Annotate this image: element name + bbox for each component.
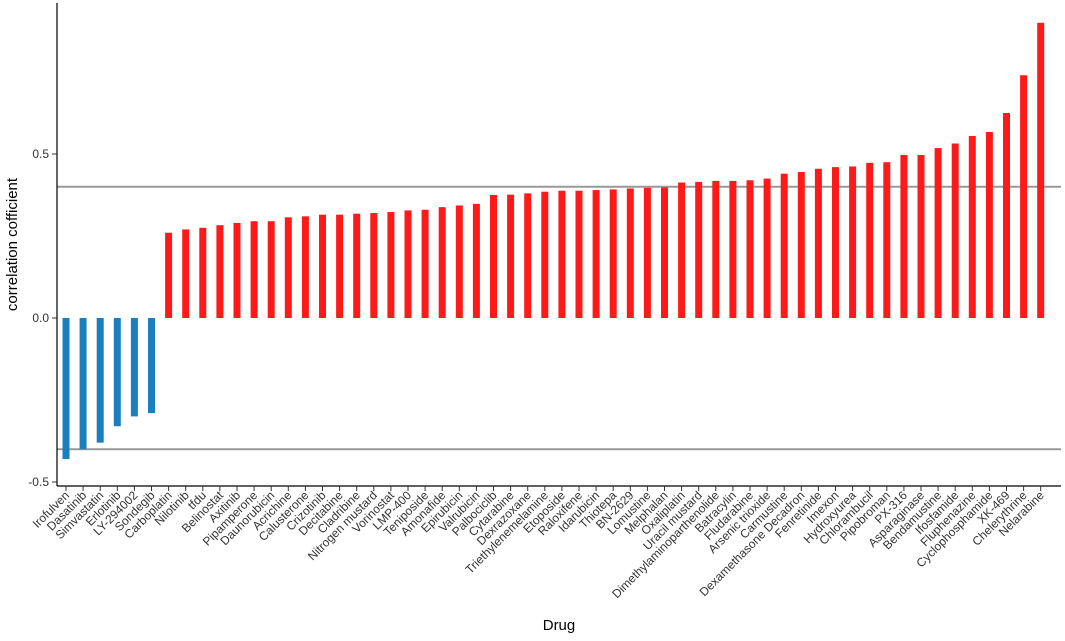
y-ticks: -0.5 0.0 0.5 — [28, 147, 57, 489]
bar-56 — [1003, 113, 1010, 318]
y-axis-title: correlation cofficient — [4, 177, 21, 311]
bar-51 — [917, 154, 925, 318]
bar-14 — [284, 217, 292, 318]
bar-42 — [763, 178, 771, 318]
bar-31 — [575, 190, 583, 318]
bar-12 — [250, 221, 258, 318]
bar-55 — [985, 132, 993, 318]
bar-58 — [1037, 22, 1045, 319]
reference-lines — [57, 185, 1061, 451]
bar-29 — [541, 191, 549, 318]
bar-7 — [165, 232, 173, 318]
bar-26 — [490, 195, 497, 318]
bar-54 — [968, 135, 976, 318]
bar-52 — [934, 148, 942, 318]
x-ticks: IrofulvenDasatinibSimvastatinErlotinibLY… — [30, 486, 1047, 601]
bar-19 — [370, 213, 378, 318]
bar-4 — [113, 318, 121, 427]
bar-33 — [609, 189, 617, 318]
bars — [62, 22, 1045, 460]
bar-24 — [455, 205, 463, 318]
bar-15 — [301, 216, 309, 318]
x-axis-title: Drug — [543, 617, 576, 634]
bar-16 — [319, 214, 326, 318]
bar-10 — [216, 225, 224, 318]
bar-22 — [421, 209, 429, 318]
bar-30 — [558, 190, 566, 318]
bar-47 — [849, 166, 857, 318]
bar-43 — [780, 173, 788, 318]
axes — [56, 3, 1061, 487]
bar-25 — [472, 203, 480, 318]
bar-13 — [267, 221, 275, 318]
bar-2 — [79, 318, 87, 450]
bar-53 — [951, 143, 959, 318]
bar-37 — [678, 182, 686, 318]
bar-45 — [814, 168, 822, 318]
bar-35 — [643, 187, 651, 318]
bar-49 — [883, 162, 891, 318]
bar-46 — [832, 167, 839, 318]
y-tick-label: 0.5 — [32, 147, 49, 161]
bar-50 — [900, 154, 908, 318]
bar-41 — [746, 180, 754, 318]
bar-6 — [148, 318, 155, 414]
bar-20 — [387, 212, 395, 318]
bar-23 — [438, 207, 446, 318]
bar-28 — [524, 193, 532, 318]
bar-34 — [626, 188, 634, 318]
bar-48 — [866, 162, 874, 318]
y-tick-label: -0.5 — [28, 475, 49, 489]
bar-18 — [353, 213, 361, 318]
bar-1 — [62, 318, 70, 460]
bar-11 — [233, 222, 241, 318]
bar-3 — [96, 318, 104, 443]
bar-21 — [404, 210, 412, 318]
bar-5 — [130, 318, 138, 417]
bar-36 — [661, 187, 668, 318]
bar-40 — [729, 180, 737, 318]
bar-44 — [797, 172, 805, 318]
bar-8 — [182, 229, 190, 318]
bar-39 — [712, 180, 720, 318]
bar-9 — [199, 227, 207, 318]
bar-32 — [592, 190, 600, 318]
bar-38 — [695, 181, 703, 318]
bar-27 — [507, 194, 515, 318]
y-tick-label: 0.0 — [32, 311, 49, 325]
bar-57 — [1020, 75, 1028, 318]
bar-17 — [336, 214, 344, 318]
